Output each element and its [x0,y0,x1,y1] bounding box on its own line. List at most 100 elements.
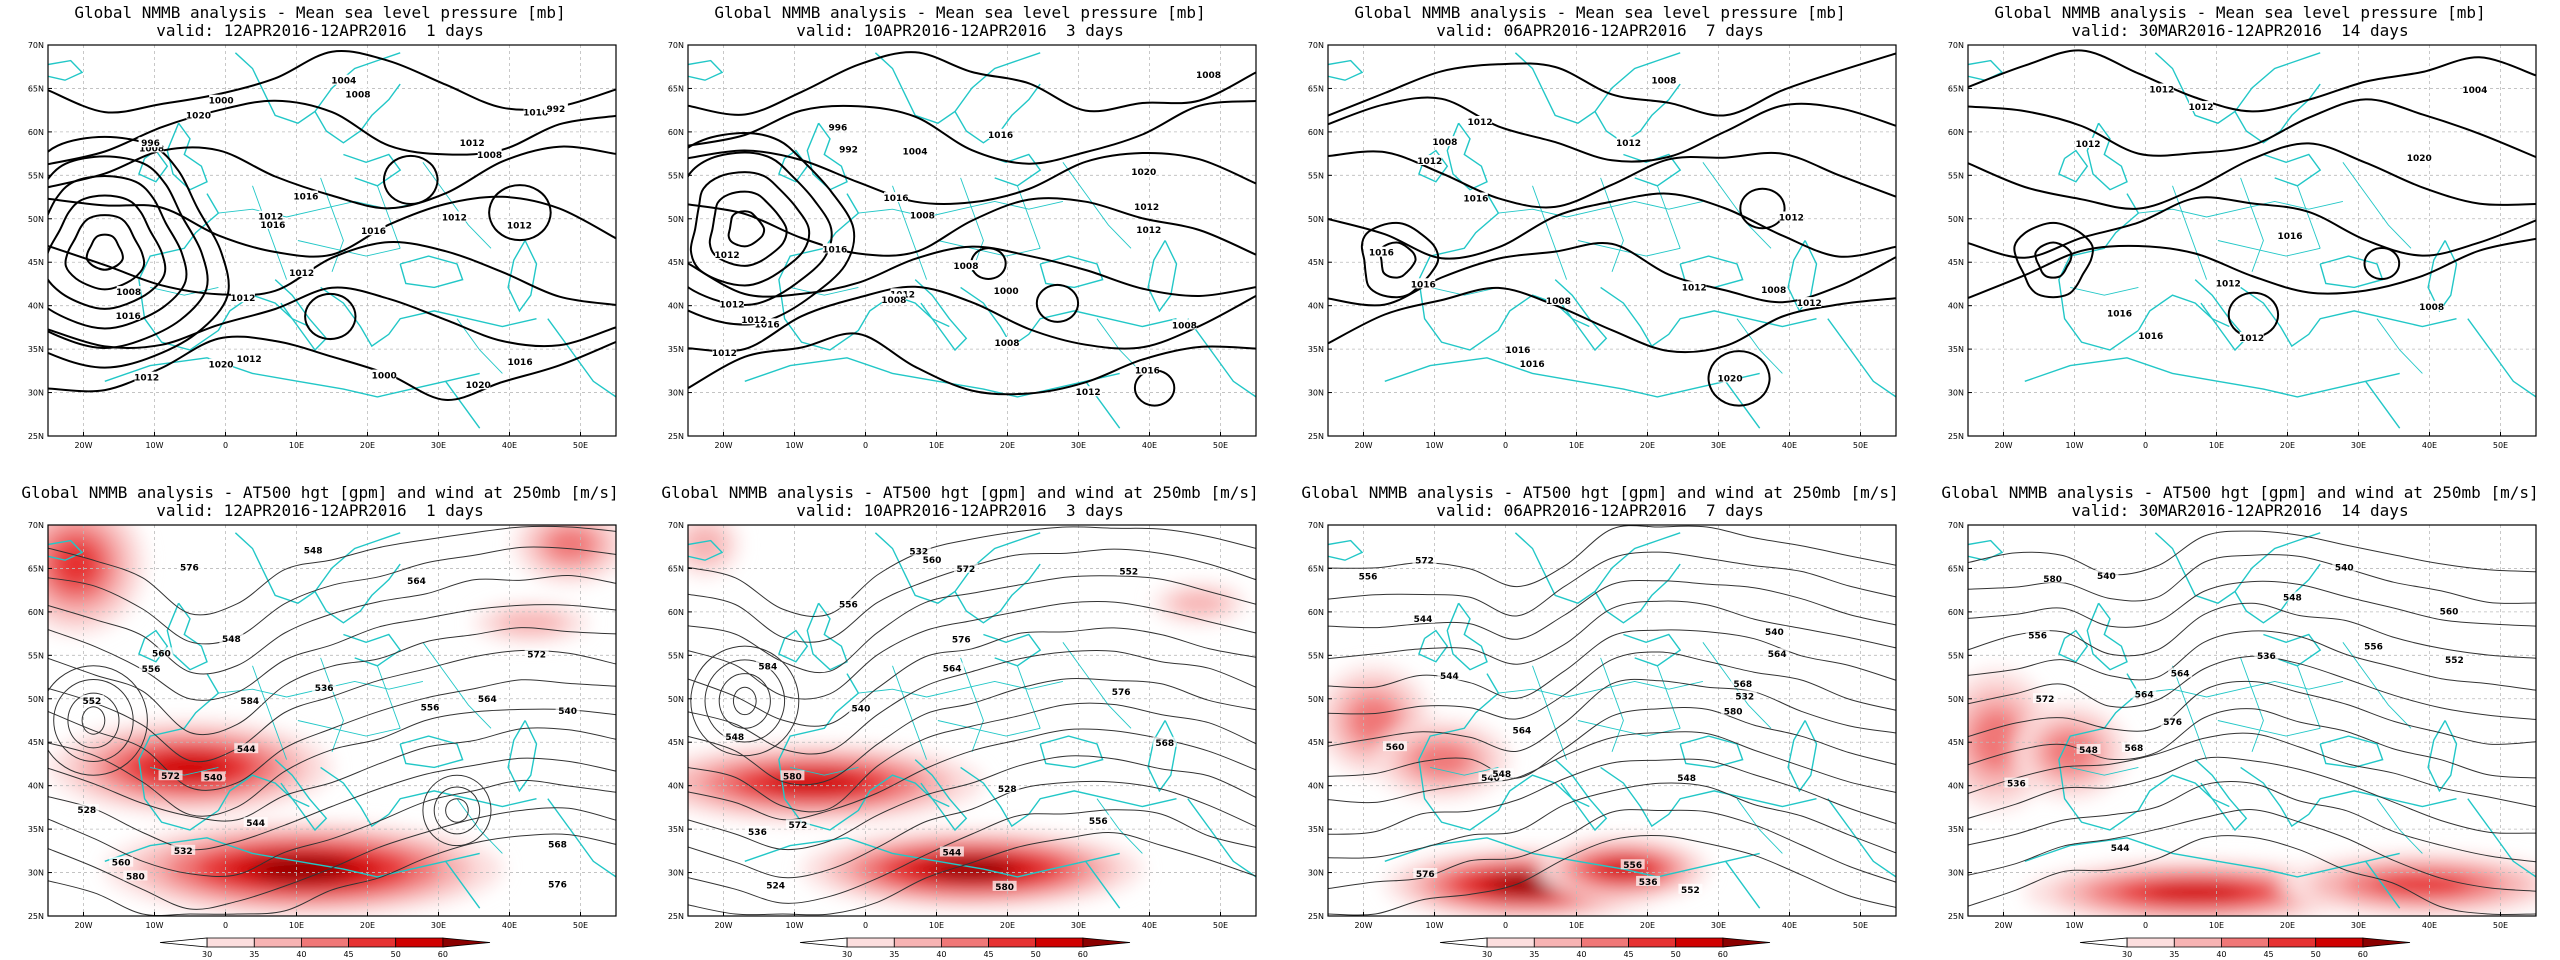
contour-label-bg [1779,211,1804,222]
geopotential-contour [1968,580,2536,628]
country-border [1430,286,1499,296]
geopotential-contour [688,627,1256,727]
isobar [48,155,209,350]
contour-label: 536 [1639,878,1658,888]
geopotential-contour [445,798,469,823]
wind-shade-level [2044,730,2096,773]
coastline [1418,673,1590,831]
latitude-label: 50N [1948,215,1964,224]
geopotential-contour [48,525,616,616]
isobar [688,131,856,326]
contour-label-bg [234,743,259,754]
contour-label-bg [822,243,847,254]
country-border [937,720,1041,737]
contour-label-bg [523,106,548,117]
contour-label: 560 [112,859,131,869]
contour-label: 992 [547,105,566,115]
latitude-label: 40N [668,302,684,311]
contour-label: 1012 [1797,299,1822,309]
longitude-label: 30E [1071,921,1086,930]
wind-shade-level [2373,873,2472,896]
colorbar-tick-label: 60 [438,950,448,959]
contour-label-bg [1636,875,1661,886]
contour-label: 556 [1089,817,1108,827]
longitude-label: 10E [2209,441,2224,450]
country-border [1532,185,1568,280]
contour-label-bg [994,336,1019,347]
latitude-label: 50N [668,695,684,704]
longitude-label: 0 [223,441,228,450]
coastline [1725,860,1761,909]
longitude-label: 30E [431,441,446,450]
latitude-label: 30N [28,869,44,878]
longitude-label: 20W [1354,921,1372,930]
contour-label-bg [123,870,148,881]
coastline [234,52,401,124]
contour-label-bg [1546,295,1571,306]
contour-label: 1008 [1761,286,1786,296]
contour-label: 576 [2163,718,2182,728]
geopotential-contour [688,601,1256,700]
contour-label: 548 [304,546,323,556]
contour-label-bg [134,371,159,382]
isobar [1035,283,1080,323]
colorbar-tick-label: 30 [2122,950,2132,959]
colorbar-tick-label: 45 [2263,950,2273,959]
contour-label: 556 [2364,643,2383,653]
contour-label-bg [116,309,141,320]
contour-label-bg [466,379,491,390]
country-border [1062,162,1132,249]
colorbar-segment [1675,937,1724,948]
contour-label: 568 [2125,744,2144,754]
coastline [320,286,537,348]
longitude-label: 20W [714,441,732,450]
coastline [1514,532,1681,604]
contour-label-bg [209,358,234,369]
coastline [138,193,310,351]
contour-label: 568 [1733,680,1752,690]
map-canvas: 1020101210161020101610081016102010121016… [28,41,617,450]
panel-title: Global NMMB analysis - AT500 hgt [gpm] a… [21,483,619,502]
contour-label-bg [836,598,861,609]
wind-shade-level [545,527,596,562]
contour-label: 556 [421,704,440,714]
panel-title: Global NMMB analysis - Mean sea level pr… [1354,3,1846,22]
latitude-label: 55N [1308,171,1324,180]
contour-label-bg [995,782,1020,793]
contour-label: 1020 [1131,168,1156,178]
geopotential-contour [1968,530,2536,576]
coastline [274,759,328,832]
contour-label: 1000 [994,287,1019,297]
isobar [688,332,1256,396]
colorbar-segment [893,937,942,948]
contour-label-bg [940,662,965,673]
coastline [2467,318,2536,398]
longitude-label: 20E [1640,441,1655,450]
contour-label: 1016 [293,193,318,203]
contour-label: 576 [180,563,199,573]
country-border [1656,185,1681,249]
contour-label-bg [417,701,442,712]
country-border [2217,240,2321,257]
geopotential-contour [48,833,616,916]
contour-label-bg [2280,591,2305,602]
isobar [304,292,357,340]
wind-colorbar: 30 35 40 45 50 60 [159,937,491,959]
longitude-label: 20E [2280,921,2295,930]
contour-label: 556 [1359,573,1378,583]
coastline [314,83,401,144]
contour-label-bg [1468,115,1493,126]
contour-label: 1016 [260,221,285,231]
contour-label-bg [219,633,244,644]
contour-label-bg [2004,777,2029,788]
coastline [138,149,169,183]
contour-label-bg [719,298,744,309]
latitude-label: 30N [668,389,684,398]
longitude-label: 10W [2065,921,2083,930]
contour-label: 528 [998,785,1017,795]
mslp-panel-3: Global NMMB analysis - Mean sea level pr… [1280,0,1920,480]
colorbar-segment [1722,937,1771,948]
country-border [1096,318,1143,374]
map-canvas: 1020 1016 1016 1012 1008 1016 1008 1012 1008 1012… [1308,41,1897,450]
coastline [343,633,402,667]
